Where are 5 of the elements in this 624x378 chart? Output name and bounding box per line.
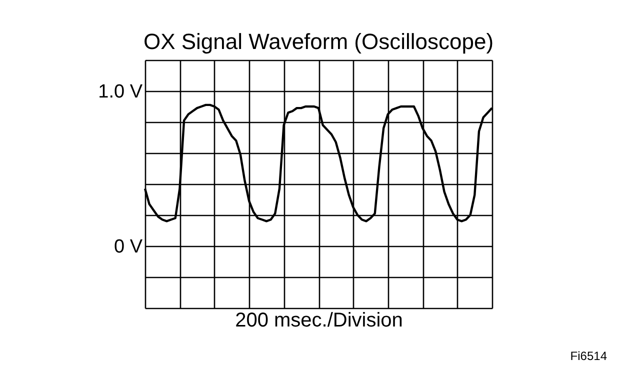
- y-tick-label: 0 V: [114, 236, 143, 258]
- y-tick-label: 1.0 V: [98, 82, 143, 102]
- x-axis-title: 200 msec./Division: [235, 310, 403, 332]
- chart-title: OX Signal Waveform (Oscilloscope): [143, 29, 494, 54]
- text: Fi6514: [570, 349, 608, 363]
